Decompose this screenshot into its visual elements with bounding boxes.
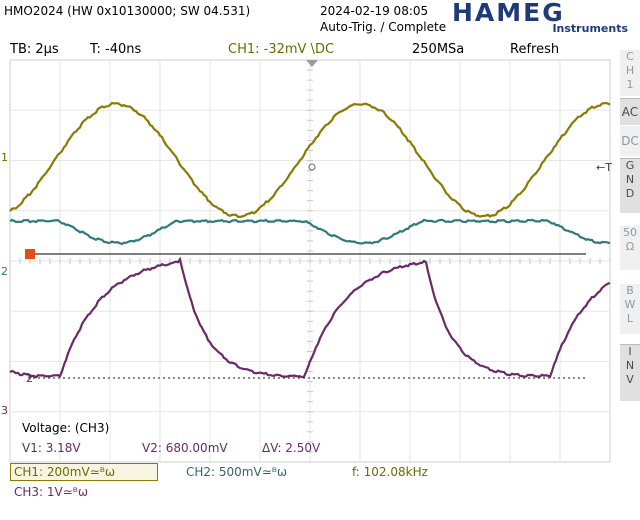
graticule-center-ticks (9, 59, 611, 463)
dc-coupling-button[interactable]: DC (620, 126, 640, 156)
ch1-level-marker: 1 (1, 151, 8, 164)
trigger-status: Auto-Trig. / Complete (320, 20, 447, 34)
acquisition-mode-label: Refresh (510, 42, 560, 57)
cursor-v1-value: V1: 3.18V (22, 441, 81, 455)
trigger-level-marker (25, 249, 35, 259)
ch1-settings-box[interactable] (10, 463, 158, 481)
device-info: HMO2024 (HW 0x10130000; SW 04.531) (4, 4, 251, 18)
ch3-settings[interactable]: CH3: 1V≃ᴮω (14, 485, 89, 499)
ch2-settings[interactable]: CH2: 500mV≃ᴮω (186, 465, 287, 479)
timebase-label: TB: 2µs (10, 42, 59, 57)
cursor-title: Voltage: (CH3) (22, 421, 110, 435)
ch2-level-marker: 2 (1, 265, 8, 278)
trigger-time-label: T: -40ns (90, 42, 142, 57)
cursor-delta-value: ΔV: 2.50V (262, 441, 321, 455)
date-time: 2024-02-19 08:05 (320, 4, 429, 18)
ch3-waveform (9, 256, 611, 379)
ch2-waveform (9, 218, 611, 246)
ch1-settings: CH1: 200mV≃ᴮω (14, 465, 115, 479)
ch3-level-marker: 3 (1, 404, 8, 417)
hameg-logo: HAMEG Instruments (452, 0, 628, 35)
frequency-readout: f: 102.08kHz (352, 465, 428, 479)
ch3-offset-marker: 2 (26, 372, 33, 385)
sample-rate-label: 250MSa (412, 42, 465, 57)
trigger-level-arrow: ←T (596, 161, 612, 174)
fifty-ohm-button[interactable]: 50 Ω (620, 226, 640, 270)
ch1-waveform (9, 101, 611, 218)
ac-coupling-button[interactable]: AC (620, 98, 640, 125)
trigger-position-marker (306, 60, 318, 67)
trigger-point-marker (308, 163, 316, 171)
cursor-v2-value: V2: 680.00mV (142, 441, 228, 455)
ch1-trigger-label: CH1: -32mV \DC (228, 42, 335, 57)
